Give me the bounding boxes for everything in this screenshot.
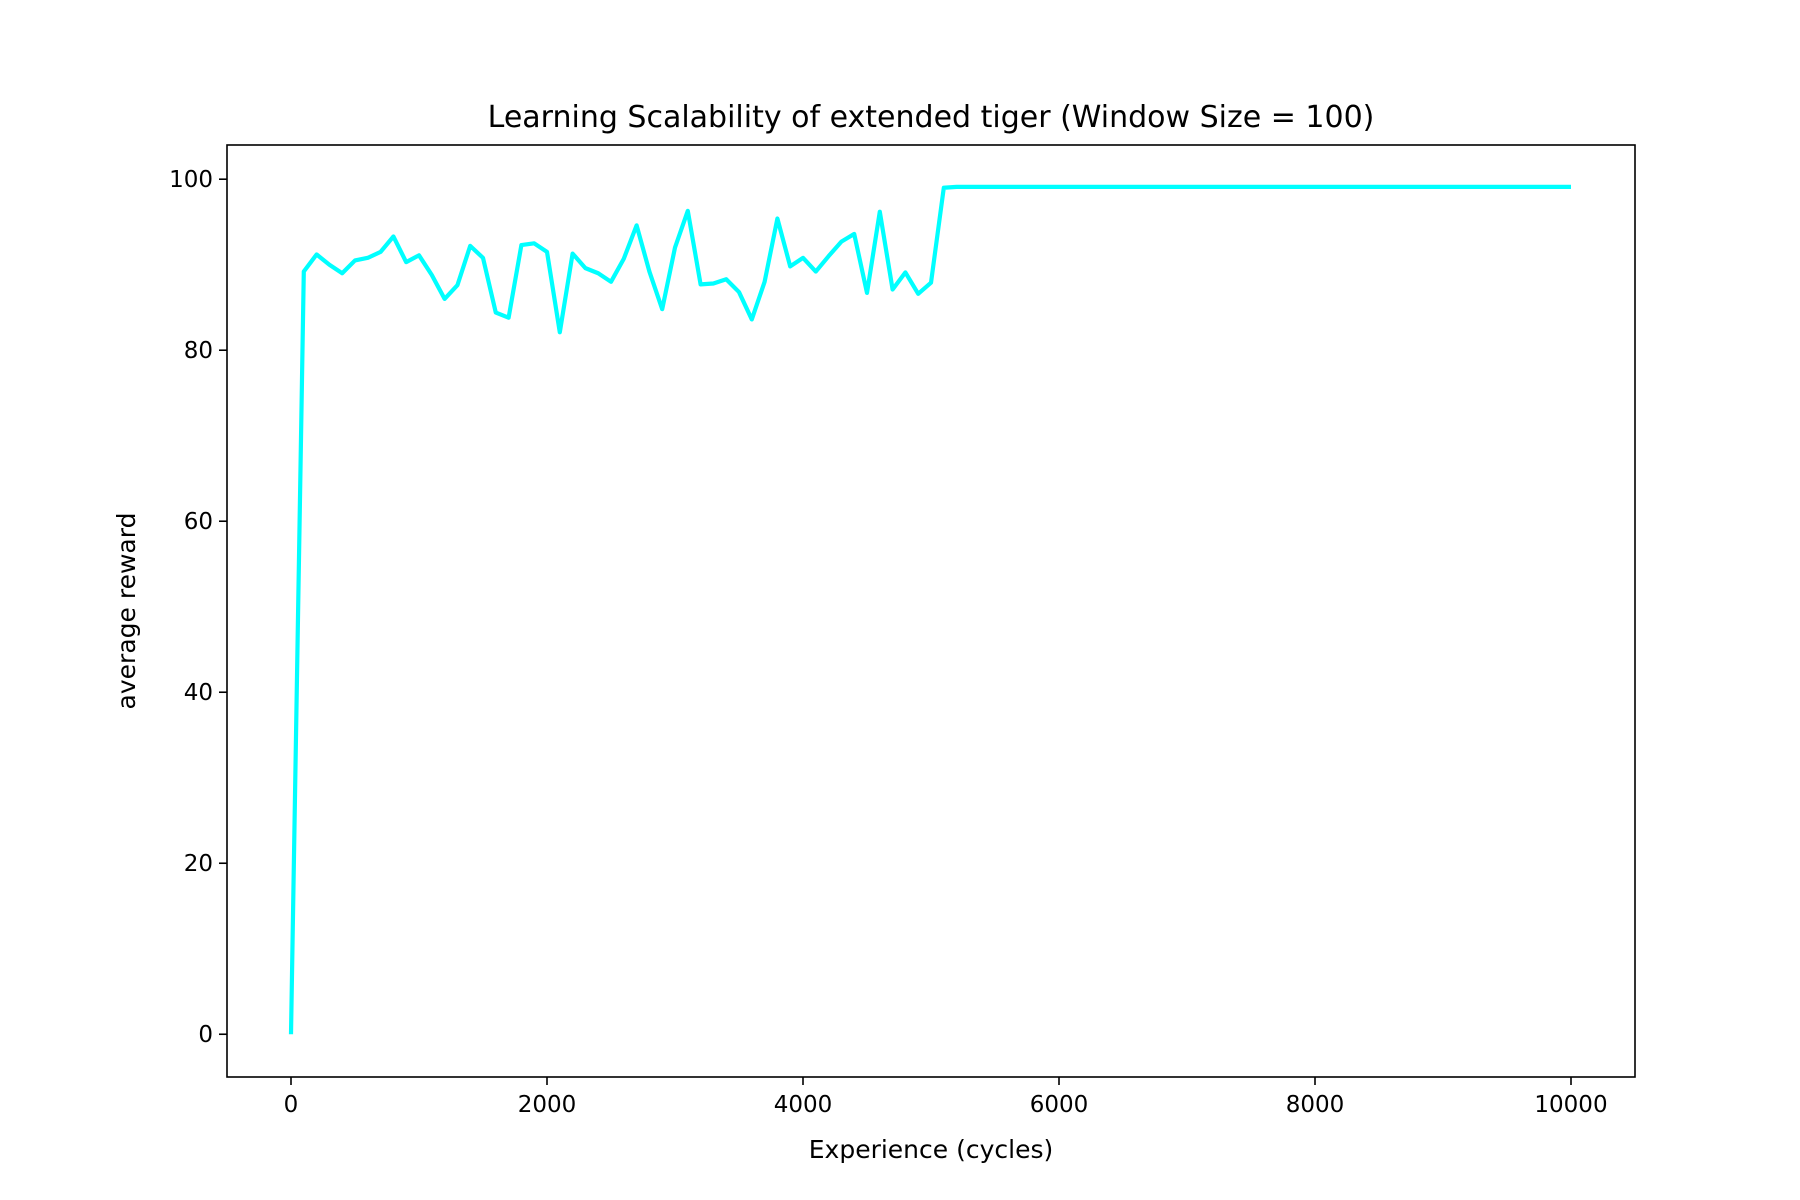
y-tick-label: 100 xyxy=(169,167,213,193)
x-tick-label: 0 xyxy=(284,1092,299,1118)
series-line xyxy=(288,184,1571,1035)
y-axis-ticks: 0 20 40 60 80 100 xyxy=(169,167,227,1048)
x-tick-label: 2000 xyxy=(518,1092,577,1118)
x-tick-label: 10000 xyxy=(1534,1092,1607,1118)
y-axis-label: average reward xyxy=(112,513,141,710)
y-tick-label: 60 xyxy=(184,509,213,535)
y-tick-label: 0 xyxy=(198,1022,213,1048)
x-tick-label: 4000 xyxy=(774,1092,833,1118)
x-tick-label: 8000 xyxy=(1286,1092,1345,1118)
x-axis-label: Experience (cycles) xyxy=(809,1135,1054,1164)
x-tick-label: 6000 xyxy=(1030,1092,1089,1118)
x-axis-ticks: 0 2000 4000 6000 8000 10000 xyxy=(284,1077,1608,1118)
y-tick-label: 20 xyxy=(184,851,213,877)
chart-title: Learning Scalability of extended tiger (… xyxy=(488,100,1375,135)
y-tick-label: 80 xyxy=(184,338,213,364)
plot-frame xyxy=(226,144,1636,1078)
y-tick-label: 40 xyxy=(184,680,213,706)
